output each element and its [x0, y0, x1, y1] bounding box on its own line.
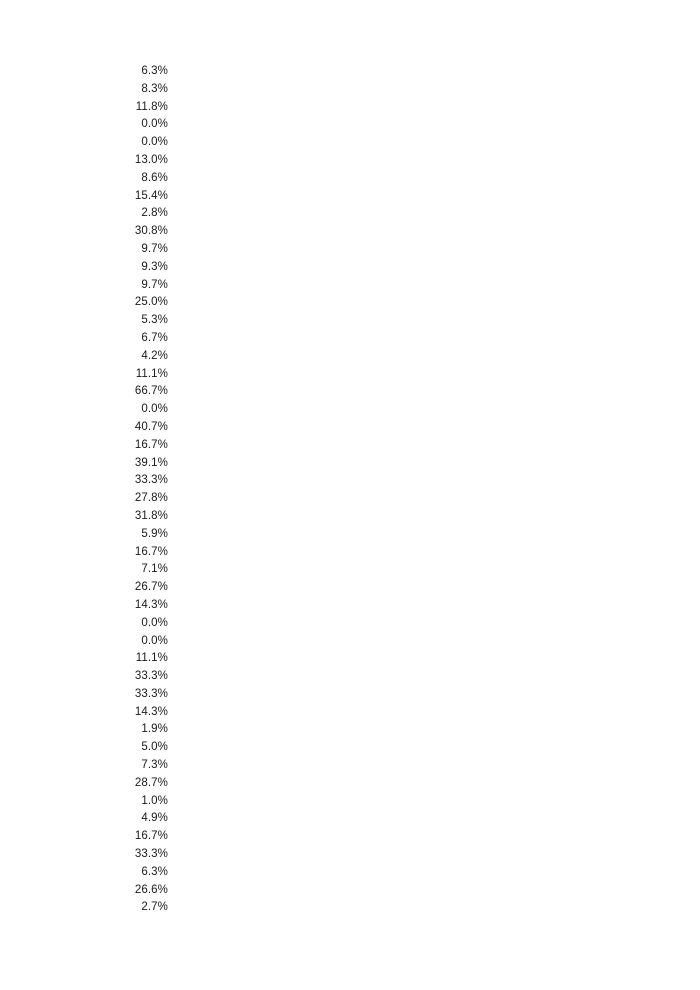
percentage-value: 66.7%	[134, 385, 168, 398]
percentage-value: 26.6%	[134, 883, 168, 896]
percentage-value: 0.0%	[141, 136, 168, 149]
percentage-value: 8.3%	[141, 82, 168, 95]
percentage-value: 1.9%	[141, 723, 168, 736]
percentage-value: 14.3%	[134, 598, 168, 611]
percentage-value: 5.3%	[141, 314, 168, 327]
percentage-value: 6.3%	[141, 865, 168, 878]
percentage-value: 26.7%	[134, 581, 168, 594]
percentage-value: 9.3%	[141, 260, 168, 273]
percentage-value: 6.7%	[141, 331, 168, 344]
percentage-value: 15.4%	[134, 189, 168, 202]
percentage-value: 31.8%	[134, 509, 168, 522]
percentage-value: 9.7%	[141, 278, 168, 291]
percentage-value: 30.8%	[134, 225, 168, 238]
percentage-value: 25.0%	[134, 296, 168, 309]
percentage-value: 14.3%	[134, 705, 168, 718]
percentage-value: 5.0%	[141, 741, 168, 754]
percentage-value: 6.3%	[141, 65, 168, 77]
percentage-value: 11.1%	[135, 367, 168, 380]
percentage-value: 0.0%	[141, 616, 168, 629]
percentage-value: 16.7%	[134, 438, 168, 451]
percentage-value: 2.8%	[141, 207, 168, 220]
percentage-value: 28.7%	[134, 776, 168, 789]
percentage-value: 27.8%	[134, 492, 168, 505]
percentage-value: 5.9%	[141, 527, 168, 540]
percentage-value: 33.3%	[134, 687, 168, 700]
percentage-value-column: 6.3% 8.3% 11.8% 0.0% 0.0% 13.0% 8.6% 15.4% 2.8% 3…	[0, 63, 168, 917]
percentage-value: 1.0%	[141, 794, 168, 807]
percentage-value: 0.0%	[141, 403, 168, 416]
percentage-value: 7.3%	[141, 759, 168, 772]
percentage-value: 33.3%	[134, 474, 168, 487]
percentage-value: 40.7%	[134, 420, 168, 433]
percentage-value: 0.0%	[141, 118, 168, 131]
percentage-value: 4.2%	[141, 349, 168, 362]
percentage-value: 8.6%	[141, 171, 168, 184]
percentage-value: 4.9%	[141, 812, 168, 825]
percentage-value: 39.1%	[134, 456, 168, 469]
percentage-value: 16.7%	[134, 830, 168, 843]
percentage-value: 9.7%	[141, 242, 168, 255]
percentage-value: 7.1%	[141, 563, 168, 576]
percentage-value: 33.3%	[134, 670, 168, 683]
percentage-value: 16.7%	[134, 545, 168, 558]
percentage-value: 0.0%	[141, 634, 168, 647]
percentage-value: 2.7%	[141, 901, 168, 914]
percentage-value: 33.3%	[134, 848, 168, 861]
percentage-value: 13.0%	[134, 153, 168, 166]
percentage-value: 11.1%	[135, 652, 168, 665]
percentage-value: 11.8%	[135, 100, 168, 113]
